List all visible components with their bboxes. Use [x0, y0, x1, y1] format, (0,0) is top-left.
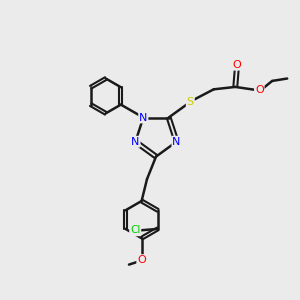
- Text: O: O: [137, 255, 146, 265]
- Text: O: O: [232, 60, 241, 70]
- Text: N: N: [131, 137, 140, 147]
- Text: O: O: [255, 85, 264, 95]
- Text: N: N: [172, 137, 181, 147]
- Text: N: N: [139, 112, 148, 122]
- Text: S: S: [187, 97, 194, 107]
- Text: Cl: Cl: [130, 225, 140, 236]
